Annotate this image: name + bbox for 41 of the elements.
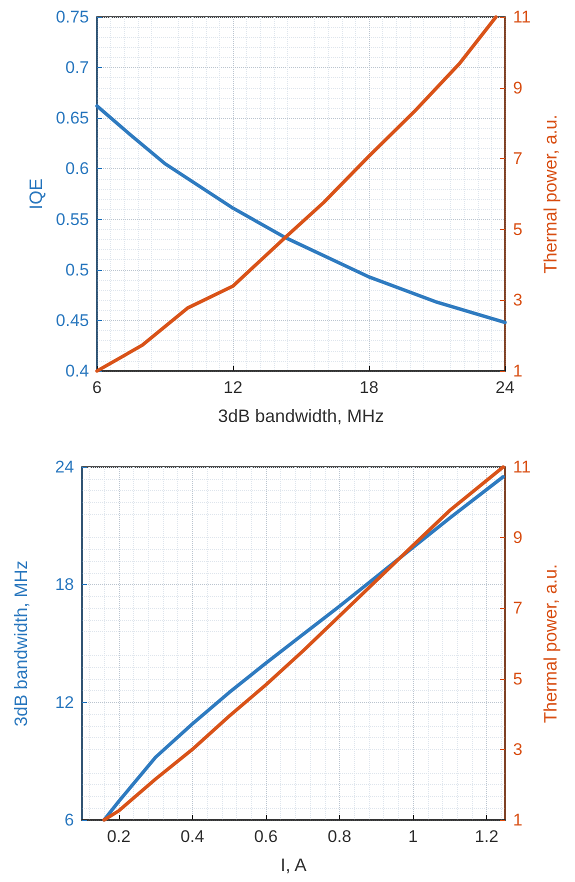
x-tick-label: 0.4 [180, 827, 204, 846]
y-tick-label: 18 [55, 575, 74, 594]
x-tick-label: 0.6 [254, 827, 278, 846]
x-tick-label: 0.8 [328, 827, 352, 846]
y2-tick-label: 3 [513, 290, 522, 310]
y2-axis-title: Thermal power, a.u. [540, 114, 561, 274]
line-series [95, 104, 507, 324]
y-tick-label: 0.6 [65, 159, 89, 178]
y-tick-label: 0.4 [65, 362, 89, 380]
y2-tick-label: 11 [513, 8, 531, 26]
x-tick-label: 0.2 [106, 827, 131, 846]
y2-tick-label: 5 [513, 220, 522, 239]
y-tick-label: 6 [64, 810, 74, 830]
y-tick-label: 0.45 [56, 310, 89, 330]
y2-tick-label: 3 [513, 740, 522, 759]
y-tick-label: 24 [55, 458, 74, 476]
x-axis-title: 3dB bandwidth, MHz [218, 406, 384, 426]
y-tick-label: 0.55 [56, 210, 89, 229]
x-axis-title: I, A [280, 855, 307, 875]
x-tick-label: 6 [92, 378, 102, 397]
x-tick-label: 12 [224, 378, 242, 397]
y2-tick-label: 5 [513, 669, 522, 688]
y-tick-label: 0.7 [65, 58, 89, 78]
y-tick-label: 0.5 [65, 260, 89, 280]
y2-axis-title: Thermal power, a.u. [540, 564, 561, 724]
y-tick-label: 12 [55, 692, 74, 712]
x-tick-label: 18 [360, 378, 378, 397]
y-axis-title: IQE [26, 178, 46, 210]
x-tick-label: 24 [496, 378, 514, 397]
y2-tick-label: 7 [513, 598, 522, 618]
y2-tick-label: 9 [513, 78, 522, 98]
x-tick-label: 1.2 [474, 827, 498, 846]
y2-tick-label: 11 [513, 458, 531, 476]
y2-tick-label: 9 [513, 528, 522, 548]
x-tick-label: 1 [408, 827, 418, 846]
y-axis-title: 3dB bandwidth, MHz [11, 560, 31, 727]
y2-tick-label: 1 [513, 810, 522, 830]
y2-tick-label: 7 [513, 149, 522, 168]
y2-tick-label: 1 [513, 362, 522, 380]
y-tick-label: 0.65 [56, 108, 89, 128]
y-tick-label: 0.75 [56, 8, 89, 26]
